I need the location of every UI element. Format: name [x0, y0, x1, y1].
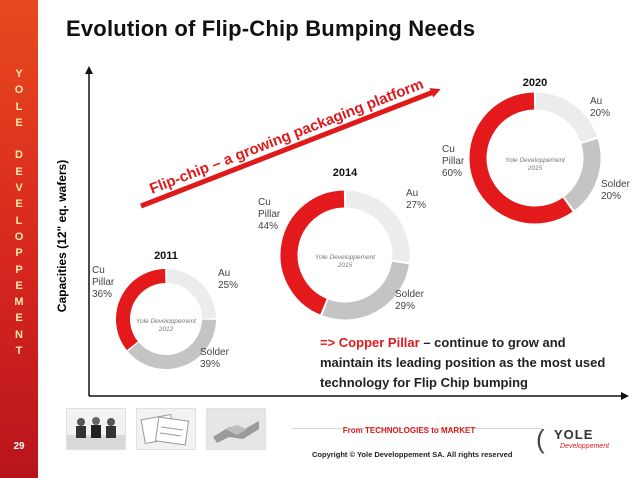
- slice-label-line: 36%: [92, 289, 112, 300]
- slice-label-cu-pillar: Cu Pillar 60%: [442, 144, 465, 179]
- sidebar-letter: E: [15, 165, 23, 178]
- sidebar-letter: D: [15, 149, 23, 162]
- slice-label-line: Cu: [442, 144, 455, 155]
- sidebar-letter: M: [14, 296, 24, 309]
- slice-label-line: 25%: [218, 280, 238, 291]
- slice-label-line: Au: [590, 96, 602, 107]
- sidebar-letter: L: [15, 100, 23, 113]
- slice-label-line: Pillar: [442, 156, 465, 167]
- watermark-year: 2012: [158, 326, 174, 333]
- year-label: 2014: [333, 167, 358, 179]
- watermark-year: 2015: [337, 262, 353, 269]
- documents-image: [136, 408, 196, 450]
- callout-rest: – continue to grow and maintain its lead…: [320, 335, 606, 390]
- slice-label-line: 20%: [601, 191, 621, 202]
- slice-label-line: 27%: [406, 200, 426, 211]
- slice-label-solder: Solder 29%: [395, 289, 425, 312]
- slice-label-line: 44%: [258, 221, 278, 232]
- year-label: 2011: [154, 250, 178, 262]
- slice-label-line: 39%: [200, 359, 220, 370]
- yole-logo: ( YOLE Developpement: [536, 426, 628, 456]
- logo-name: YOLE: [554, 427, 594, 442]
- sidebar-letter: Y: [15, 68, 23, 80]
- sidebar-letter: T: [15, 345, 23, 358]
- business-people-image: [66, 408, 126, 450]
- watermark-text: Yole Developpement: [315, 254, 376, 261]
- footer-tagline: From TECHNOLOGIES to MARKET: [342, 426, 476, 435]
- logo-bracket-icon: (: [536, 424, 545, 454]
- slice-label-line: Au: [406, 188, 418, 199]
- slice-label-solder: Solder 20%: [601, 179, 631, 202]
- footer-divider: [292, 428, 542, 429]
- slice-label-line: 29%: [395, 301, 415, 312]
- slice-label-cu-pillar: Cu Pillar 36%: [92, 265, 115, 300]
- slice-label-solder: Solder 39%: [200, 347, 230, 370]
- slice-label-cu-pillar: Cu Pillar 44%: [258, 197, 281, 232]
- callout-highlight: => Copper Pillar: [320, 335, 420, 350]
- trend-arrow: [140, 88, 441, 209]
- handshake-image: [206, 408, 266, 450]
- slice-label-line: Au: [218, 268, 230, 279]
- slice-label-line: Solder: [601, 179, 631, 190]
- slice-label-au: Au 20%: [590, 96, 610, 119]
- donut-slice-solder: [563, 138, 601, 211]
- year-label: 2020: [523, 77, 547, 89]
- sidebar-letter: V: [15, 182, 23, 195]
- sidebar-letter: N: [15, 328, 23, 341]
- slice-label-line: 60%: [442, 168, 462, 179]
- donut-slice-au: [535, 92, 597, 143]
- slice-label-line: Solder: [200, 347, 230, 358]
- donut-slice-au: [166, 269, 216, 319]
- slice-label-au: Au 27%: [406, 188, 426, 211]
- logo-subtitle: Developpement: [560, 443, 610, 450]
- donut-slice-solder: [128, 319, 216, 369]
- slice-label-line: 20%: [590, 108, 610, 119]
- slide-title: Evolution of Flip-Chip Bumping Needs: [66, 16, 476, 41]
- donut-slice-cu-pillar: [116, 269, 166, 351]
- watermark-text: Yole Developpement: [136, 318, 197, 325]
- donut-slice-solder: [322, 261, 409, 320]
- slice-label-au: Au 25%: [218, 268, 238, 291]
- footer-copyright: Copyright © Yole Developpement SA. All r…: [312, 450, 513, 459]
- sidebar-letter: E: [15, 279, 23, 292]
- slice-label-line: Pillar: [258, 209, 281, 220]
- sidebar-letter: E: [15, 312, 23, 325]
- sidebar-letter: O: [14, 84, 24, 97]
- sidebar-letter: P: [15, 263, 23, 276]
- slice-label-line: Pillar: [92, 277, 115, 288]
- slice-label-line: Cu: [258, 197, 271, 208]
- sidebar-letter: L: [15, 214, 23, 227]
- sidebar-letter: O: [14, 230, 24, 243]
- watermark-text: Yole Developpement: [505, 157, 566, 164]
- donut-slice-cu-pillar: [469, 92, 573, 224]
- sidebar-letter: P: [15, 247, 23, 260]
- watermark-year: 2015: [527, 165, 543, 172]
- trend-label: Flip-chip – a growing packaging platform: [147, 76, 426, 198]
- callout-text: => Copper Pillar – continue to grow and …: [320, 333, 620, 393]
- donut-slice-cu-pillar: [280, 190, 345, 315]
- page-number: 29: [13, 441, 25, 452]
- sidebar-letter: E: [15, 198, 23, 211]
- slice-label-line: Cu: [92, 265, 105, 276]
- slice-label-line: Solder: [395, 289, 425, 300]
- sidebar-letter: E: [15, 116, 23, 129]
- donut-slice-au: [345, 190, 410, 262]
